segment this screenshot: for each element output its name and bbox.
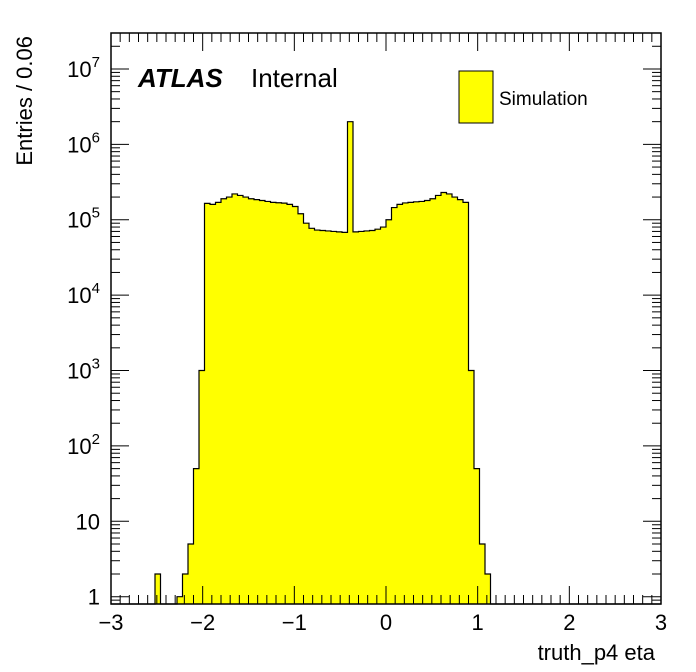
histogram-bar bbox=[463, 202, 469, 604]
histogram-bar bbox=[331, 231, 337, 604]
histogram-bar bbox=[155, 573, 161, 604]
histogram-bar bbox=[369, 230, 375, 604]
y-axis-title: Entries / 0.06 bbox=[12, 36, 37, 166]
histogram-bar bbox=[215, 202, 221, 604]
histogram-bar bbox=[408, 202, 414, 604]
histogram-bar bbox=[243, 197, 249, 605]
histogram-bar bbox=[281, 203, 287, 605]
histogram-bar bbox=[254, 199, 260, 605]
histogram-bar bbox=[287, 204, 293, 605]
histogram-bar bbox=[479, 543, 485, 604]
histogram-bar bbox=[325, 230, 331, 604]
histogram-bar bbox=[204, 203, 210, 604]
histogram-bar bbox=[270, 202, 276, 604]
legend-label: Simulation bbox=[499, 89, 588, 110]
x-tick-label: 0 bbox=[380, 610, 392, 635]
histogram-bar bbox=[303, 223, 309, 604]
histogram-bar bbox=[226, 197, 232, 605]
histogram-bar bbox=[419, 201, 425, 604]
histogram-bar bbox=[474, 468, 480, 604]
y-tick-label: 104 bbox=[67, 280, 100, 308]
x-tick-label: −1 bbox=[282, 610, 307, 635]
histogram-bars bbox=[111, 121, 661, 605]
histogram-bar bbox=[353, 231, 359, 605]
x-tick-labels: −3 −2 −1 0 1 2 3 bbox=[98, 610, 667, 635]
y-tick-label: 1 bbox=[88, 585, 100, 610]
x-tick-label: 1 bbox=[472, 610, 484, 635]
histogram-bar bbox=[314, 230, 320, 604]
histogram-bar bbox=[424, 200, 430, 604]
histogram-bar bbox=[199, 370, 205, 604]
histogram-bar bbox=[441, 192, 447, 604]
x-axis-title: truth_p4 eta bbox=[538, 640, 656, 665]
atlas-label: ATLAS bbox=[137, 63, 223, 93]
histogram-bar bbox=[210, 204, 216, 605]
histogram-bar bbox=[232, 193, 238, 604]
y-tick-label: 103 bbox=[67, 356, 100, 384]
histogram-bar bbox=[485, 573, 491, 604]
y-tick-label: 106 bbox=[67, 129, 100, 157]
histogram-bar bbox=[298, 213, 304, 604]
y-tick-label: 10 bbox=[76, 509, 100, 534]
histogram-bar bbox=[386, 219, 392, 604]
histogram-bar bbox=[435, 195, 441, 604]
histogram-bar bbox=[221, 198, 227, 604]
histogram-bar bbox=[188, 543, 194, 604]
histogram-bar bbox=[430, 198, 436, 604]
histogram-bar bbox=[413, 201, 419, 604]
histogram-bar bbox=[309, 228, 315, 604]
histogram-bar bbox=[177, 596, 183, 604]
x-tick-label: 2 bbox=[563, 610, 575, 635]
histogram-bar bbox=[248, 198, 254, 604]
histogram-bar bbox=[336, 231, 342, 605]
axis-ticks bbox=[110, 32, 662, 605]
histogram-bar bbox=[320, 230, 326, 604]
x-tick-label: −3 bbox=[98, 610, 123, 635]
histogram-bar bbox=[375, 229, 381, 604]
histogram-bar bbox=[342, 232, 348, 604]
y-tick-label: 107 bbox=[67, 54, 100, 82]
histogram-bar bbox=[259, 200, 265, 604]
histogram-bar bbox=[265, 201, 271, 604]
histogram-bar bbox=[364, 230, 370, 604]
histogram-bar bbox=[391, 207, 397, 604]
y-tick-label: 102 bbox=[67, 431, 100, 459]
histogram-bar bbox=[292, 206, 298, 604]
histogram-bar bbox=[347, 121, 353, 605]
histogram-bar bbox=[237, 195, 243, 604]
histogram-bar bbox=[446, 193, 452, 604]
x-tick-label: −2 bbox=[190, 610, 215, 635]
histogram-bar bbox=[457, 199, 463, 605]
histogram-bar bbox=[380, 227, 386, 604]
histogram-bar bbox=[276, 202, 282, 604]
histogram-bar bbox=[182, 573, 188, 604]
histogram-bar bbox=[402, 202, 408, 604]
y-tick-label: 105 bbox=[67, 205, 100, 233]
x-tick-label: 3 bbox=[655, 610, 667, 635]
histogram-bar bbox=[358, 231, 364, 604]
histogram-bar bbox=[452, 197, 458, 605]
atlas-status: Internal bbox=[251, 63, 338, 93]
histogram-bar bbox=[468, 370, 474, 604]
legend-swatch bbox=[458, 70, 494, 124]
histogram-bar bbox=[397, 204, 403, 605]
y-tick-labels: 1 10 102 103 104 105 106 107 bbox=[67, 54, 100, 610]
histogram-bar bbox=[193, 468, 199, 604]
